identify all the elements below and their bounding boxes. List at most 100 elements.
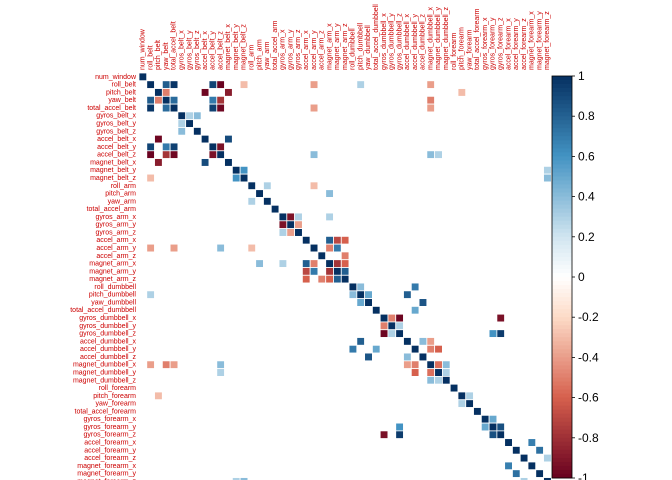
heatmap-cell bbox=[457, 414, 467, 424]
heatmap-cell bbox=[512, 220, 521, 230]
heatmap-cell bbox=[364, 220, 373, 230]
heatmap-cell bbox=[434, 181, 443, 191]
heatmap-cell bbox=[496, 391, 506, 401]
heatmap-cell bbox=[371, 407, 381, 416]
heatmap-cell bbox=[263, 422, 272, 432]
heatmap-cell bbox=[403, 414, 412, 424]
heatmap-cell bbox=[216, 181, 225, 191]
heatmap-cell bbox=[395, 204, 404, 214]
heatmap-cell bbox=[224, 352, 233, 362]
heatmap-cell bbox=[161, 391, 171, 401]
heatmap-cell bbox=[333, 228, 342, 237]
heatmap-cell bbox=[496, 352, 506, 362]
heatmap-cell bbox=[371, 235, 381, 245]
heatmap-cell bbox=[364, 438, 373, 447]
heatmap-cell bbox=[301, 228, 311, 237]
heatmap-cell bbox=[340, 274, 350, 284]
heatmap-cell bbox=[512, 158, 521, 167]
heatmap-cell bbox=[255, 235, 264, 245]
colorbar-strip bbox=[552, 413, 572, 419]
heatmap-cell bbox=[208, 453, 218, 463]
heatmap-cell bbox=[146, 134, 155, 144]
heatmap-cell bbox=[216, 103, 225, 113]
heatmap-cell bbox=[247, 290, 257, 300]
heatmap-cell bbox=[473, 212, 482, 222]
heatmap-cell bbox=[231, 438, 241, 447]
row-label: accel_dumbbell_x bbox=[80, 338, 137, 345]
heatmap-cell bbox=[301, 383, 311, 393]
heatmap-cell bbox=[317, 197, 327, 206]
heatmap-cell bbox=[465, 430, 474, 440]
heatmap-cell bbox=[161, 414, 171, 424]
heatmap-cell bbox=[340, 235, 350, 245]
heatmap-cell bbox=[301, 181, 311, 191]
heatmap-cell bbox=[449, 453, 459, 463]
heatmap-cell bbox=[193, 446, 202, 455]
heatmap-cell bbox=[278, 134, 288, 144]
heatmap-cell bbox=[208, 267, 218, 276]
heatmap-cell bbox=[379, 305, 389, 315]
heatmap-cell bbox=[193, 95, 202, 105]
heatmap-cell bbox=[270, 368, 280, 377]
heatmap-cell bbox=[177, 298, 187, 307]
heatmap-cell bbox=[177, 344, 187, 354]
heatmap-cell bbox=[504, 305, 513, 315]
heatmap-cell bbox=[154, 399, 163, 408]
heatmap-cell bbox=[519, 150, 529, 159]
heatmap-cell bbox=[442, 95, 451, 105]
heatmap-cell bbox=[138, 204, 148, 214]
heatmap-cell bbox=[146, 142, 155, 152]
heatmap-cell bbox=[434, 165, 443, 175]
heatmap-cell bbox=[169, 383, 179, 393]
heatmap-cell bbox=[317, 313, 327, 323]
heatmap-cell bbox=[317, 173, 327, 183]
heatmap-cell bbox=[301, 173, 311, 183]
heatmap-cell bbox=[496, 80, 506, 89]
heatmap-cell bbox=[519, 391, 529, 401]
heatmap-cell bbox=[465, 259, 474, 268]
heatmap-cell bbox=[442, 189, 451, 198]
heatmap-cell bbox=[449, 469, 459, 478]
column-label: accel_forearm_x bbox=[505, 18, 512, 70]
heatmap-cell bbox=[356, 173, 366, 183]
heatmap-cell bbox=[465, 321, 474, 331]
heatmap-cell bbox=[216, 235, 225, 245]
heatmap-cell bbox=[216, 360, 225, 370]
heatmap-cell bbox=[434, 111, 443, 121]
heatmap-cell bbox=[333, 189, 342, 198]
heatmap-cell bbox=[442, 212, 451, 222]
heatmap-cell bbox=[294, 329, 303, 338]
heatmap-cell bbox=[263, 438, 272, 447]
heatmap-cell bbox=[473, 446, 482, 455]
heatmap-cell bbox=[496, 142, 506, 152]
colorbar-strip bbox=[552, 433, 572, 439]
heatmap-cell bbox=[496, 251, 506, 261]
colorbar-strip bbox=[552, 220, 572, 226]
heatmap-cell bbox=[426, 399, 436, 408]
heatmap-cell bbox=[535, 111, 544, 121]
heatmap-cell bbox=[255, 142, 264, 152]
heatmap-cell bbox=[286, 204, 296, 214]
colorbar-legend: 10.80.60.40.20-0.2-0.4-0.6-0.8-1 bbox=[551, 69, 599, 480]
heatmap-cell bbox=[348, 274, 358, 284]
heatmap-cell bbox=[379, 352, 389, 362]
heatmap-cell bbox=[512, 88, 521, 97]
heatmap-cell bbox=[457, 127, 467, 136]
heatmap-cell bbox=[278, 282, 288, 292]
row-label: roll_dumbbell bbox=[94, 284, 136, 291]
heatmap-cell bbox=[457, 158, 467, 167]
heatmap-cell bbox=[426, 376, 436, 385]
heatmap-cell bbox=[473, 290, 482, 300]
heatmap-cell bbox=[387, 313, 397, 323]
heatmap-cell bbox=[543, 407, 552, 416]
heatmap-cell bbox=[535, 461, 544, 471]
heatmap-cell bbox=[488, 453, 498, 463]
column-label: accel_dumbbell_z bbox=[420, 13, 427, 70]
heatmap-cell bbox=[543, 228, 552, 237]
heatmap-cell bbox=[418, 337, 428, 346]
heatmap-cell bbox=[317, 142, 327, 152]
heatmap-cell bbox=[535, 290, 544, 300]
heatmap-cell bbox=[457, 204, 467, 214]
heatmap-cell bbox=[309, 181, 319, 191]
heatmap-cell bbox=[200, 220, 210, 230]
